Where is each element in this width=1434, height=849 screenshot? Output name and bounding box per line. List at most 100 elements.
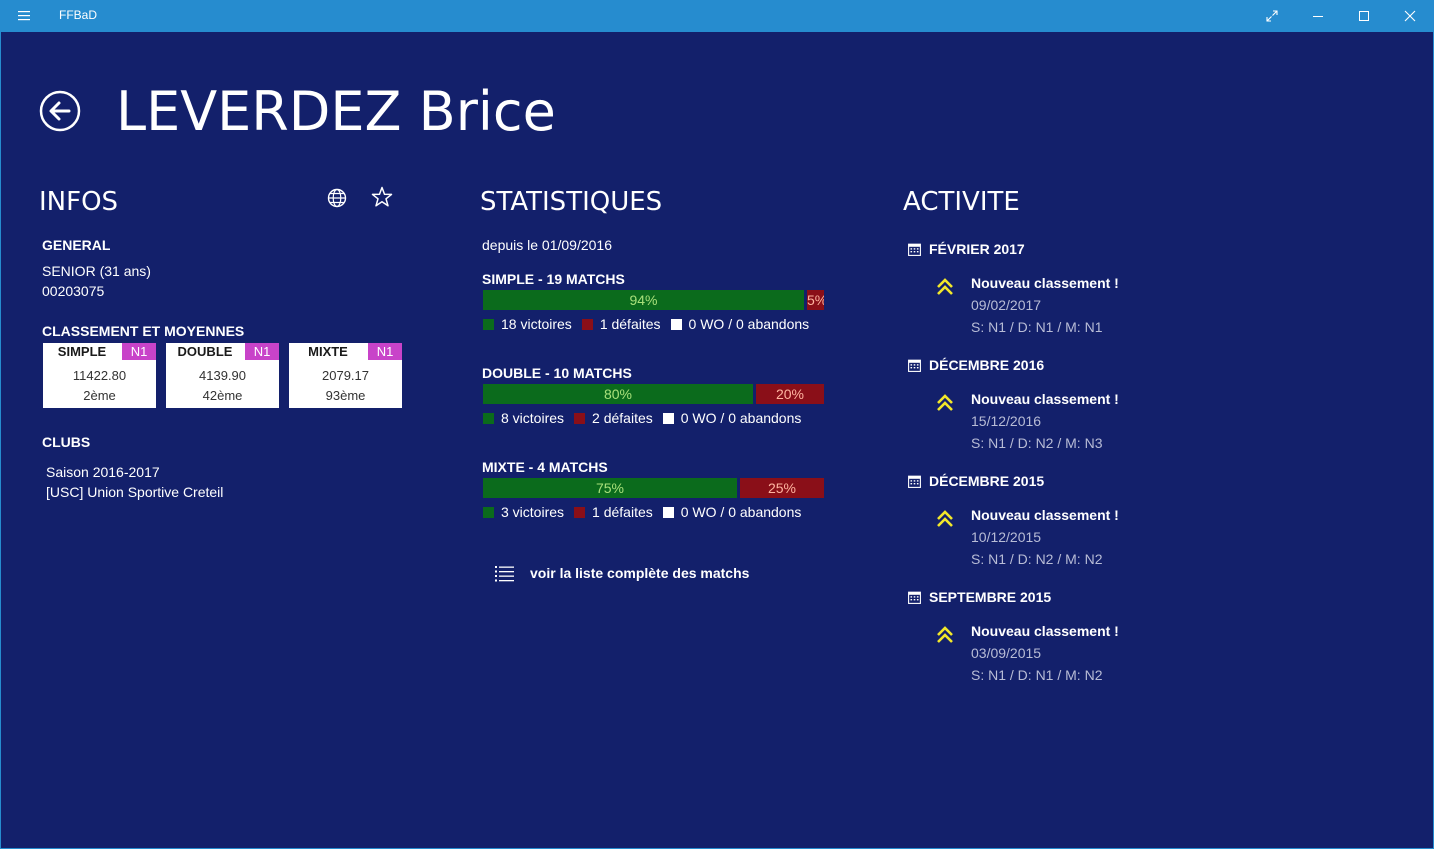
wo-text: 0 WO / 0 abandons — [680, 410, 802, 426]
activity-date: 15/12/2016 — [971, 413, 1042, 429]
page-title: LEVERDEZ Brice — [116, 80, 556, 143]
category-text: SENIOR (31 ans) — [42, 263, 151, 279]
rank-card-label: MIXTE — [308, 344, 348, 359]
close-button[interactable] — [1387, 0, 1433, 32]
rank-badge: N1 — [245, 343, 279, 360]
rank-value: 4139.90 — [199, 368, 246, 383]
minimize-icon — [1313, 16, 1323, 17]
clubs-label: CLUBS — [42, 434, 91, 450]
club-link[interactable]: [USC] Union Sportive Creteil — [46, 484, 224, 500]
calendar-icon — [908, 243, 929, 256]
double-chevron-up-icon — [935, 277, 955, 297]
rank-card-label: SIMPLE — [57, 344, 107, 359]
title-bar: FFBaD — [0, 0, 1434, 32]
stats-legend: 18 victoires 1 défaites 0 WO / 0 abandon… — [483, 316, 819, 332]
victory-swatch — [483, 506, 494, 518]
general-label: GENERAL — [42, 237, 111, 253]
stats-legend: 3 victoires 1 défaites 0 WO / 0 abandons — [483, 504, 811, 520]
activity-detail: S: N1 / D: N2 / M: N3 — [971, 435, 1103, 451]
web-button[interactable] — [325, 186, 349, 210]
favorite-button[interactable] — [370, 185, 394, 209]
season-text: Saison 2016-2017 — [46, 464, 160, 480]
activity-month-label: DÉCEMBRE 2016 — [929, 357, 1045, 373]
activity-title[interactable]: Nouveau classement ! — [971, 623, 1119, 639]
calendar-icon — [908, 591, 929, 604]
loss-bar: 5% — [807, 290, 824, 310]
activity-detail: S: N1 / D: N1 / M: N1 — [971, 319, 1103, 335]
list-icon — [495, 566, 514, 582]
expand-icon — [1266, 10, 1278, 22]
activity-heading: ACTIVITE — [903, 187, 1020, 217]
back-arrow-icon — [39, 90, 81, 132]
victories-text: 18 victoires — [501, 316, 572, 332]
rank-card-mixte[interactable]: MIXTE N1 2079.17 93ème — [289, 343, 402, 408]
minimize-button[interactable] — [1295, 0, 1341, 32]
win-loss-bar: 75% 25% — [483, 478, 824, 498]
rank-position: 42ème — [202, 388, 243, 403]
defeats-text: 1 défaites — [592, 504, 653, 520]
match-list-label: voir la liste complète des matchs — [530, 565, 750, 581]
wo-text: 0 WO / 0 abandons — [688, 316, 810, 332]
victories-text: 3 victoires — [501, 504, 565, 520]
rank-card-double[interactable]: DOUBLE N1 4139.90 42ème — [166, 343, 279, 408]
wo-swatch — [662, 412, 674, 424]
match-list-link[interactable]: voir la liste complète des matchs — [494, 561, 749, 585]
victory-swatch — [483, 412, 494, 424]
rank-badge: N1 — [122, 343, 156, 360]
stats-heading: STATISTIQUES — [480, 187, 663, 217]
activity-title[interactable]: Nouveau classement ! — [971, 391, 1119, 407]
win-loss-bar: 80% 20% — [483, 384, 824, 404]
rank-card-simple[interactable]: SIMPLE N1 11422.80 2ème — [43, 343, 156, 408]
rank-badge: N1 — [368, 343, 402, 360]
defeats-text: 1 défaites — [599, 316, 661, 332]
defeats-text: 2 défaites — [592, 410, 653, 426]
double-chevron-up-icon — [935, 625, 955, 645]
activity-month-label: SEPTEMBRE 2015 — [929, 589, 1052, 605]
rank-card-label: DOUBLE — [177, 344, 233, 359]
calendar-icon — [908, 475, 929, 488]
rank-value: 11422.80 — [72, 368, 127, 383]
back-button[interactable] — [39, 90, 81, 132]
close-icon — [1404, 10, 1416, 22]
activity-title[interactable]: Nouveau classement ! — [971, 275, 1119, 291]
loss-bar: 20% — [756, 384, 824, 404]
calendar-icon — [908, 359, 929, 372]
stats-legend: 8 victoires 2 défaites 0 WO / 0 abandons — [483, 410, 811, 426]
window-border — [0, 32, 1434, 849]
double-chevron-up-icon — [935, 393, 955, 413]
stats-group-title: MIXTE - 4 MATCHS — [482, 459, 608, 475]
victories-text: 8 victoires — [501, 410, 565, 426]
stats-group-title: SIMPLE - 19 MATCHS — [482, 271, 625, 287]
activity-month-header: FÉVRIER 2017 — [908, 241, 1025, 257]
activity-detail: S: N1 / D: N2 / M: N2 — [971, 551, 1103, 567]
loss-bar: 25% — [740, 478, 824, 498]
win-bar: 75% — [483, 478, 737, 498]
defeat-swatch — [574, 506, 586, 518]
win-loss-bar: 94% 5% — [483, 290, 824, 310]
license-text: 00203075 — [42, 283, 105, 299]
win-bar: 80% — [483, 384, 753, 404]
activity-month-label: FÉVRIER 2017 — [929, 241, 1025, 257]
double-chevron-up-icon — [935, 509, 955, 529]
app-title: FFBaD — [59, 8, 98, 22]
defeat-swatch — [574, 412, 586, 424]
wo-swatch — [670, 318, 682, 330]
activity-month-header: DÉCEMBRE 2015 — [908, 473, 1044, 489]
stats-group-title: DOUBLE - 10 MATCHS — [482, 365, 632, 381]
activity-month-header: SEPTEMBRE 2015 — [908, 589, 1051, 605]
activity-month-header: DÉCEMBRE 2016 — [908, 357, 1044, 373]
victory-swatch — [483, 318, 494, 330]
activity-date: 09/02/2017 — [971, 297, 1042, 313]
fullscreen-button[interactable] — [1249, 0, 1295, 32]
win-bar: 94% — [483, 290, 804, 310]
globe-icon — [327, 188, 347, 208]
maximize-button[interactable] — [1341, 0, 1387, 32]
activity-title[interactable]: Nouveau classement ! — [971, 507, 1119, 523]
rank-position: 93ème — [325, 388, 366, 403]
maximize-icon — [1359, 11, 1369, 21]
activity-month-label: DÉCEMBRE 2015 — [929, 473, 1045, 489]
defeat-swatch — [581, 318, 593, 330]
hamburger-icon[interactable] — [14, 8, 34, 24]
rank-value: 2079.17 — [322, 368, 369, 383]
stats-since: depuis le 01/09/2016 — [482, 237, 612, 253]
